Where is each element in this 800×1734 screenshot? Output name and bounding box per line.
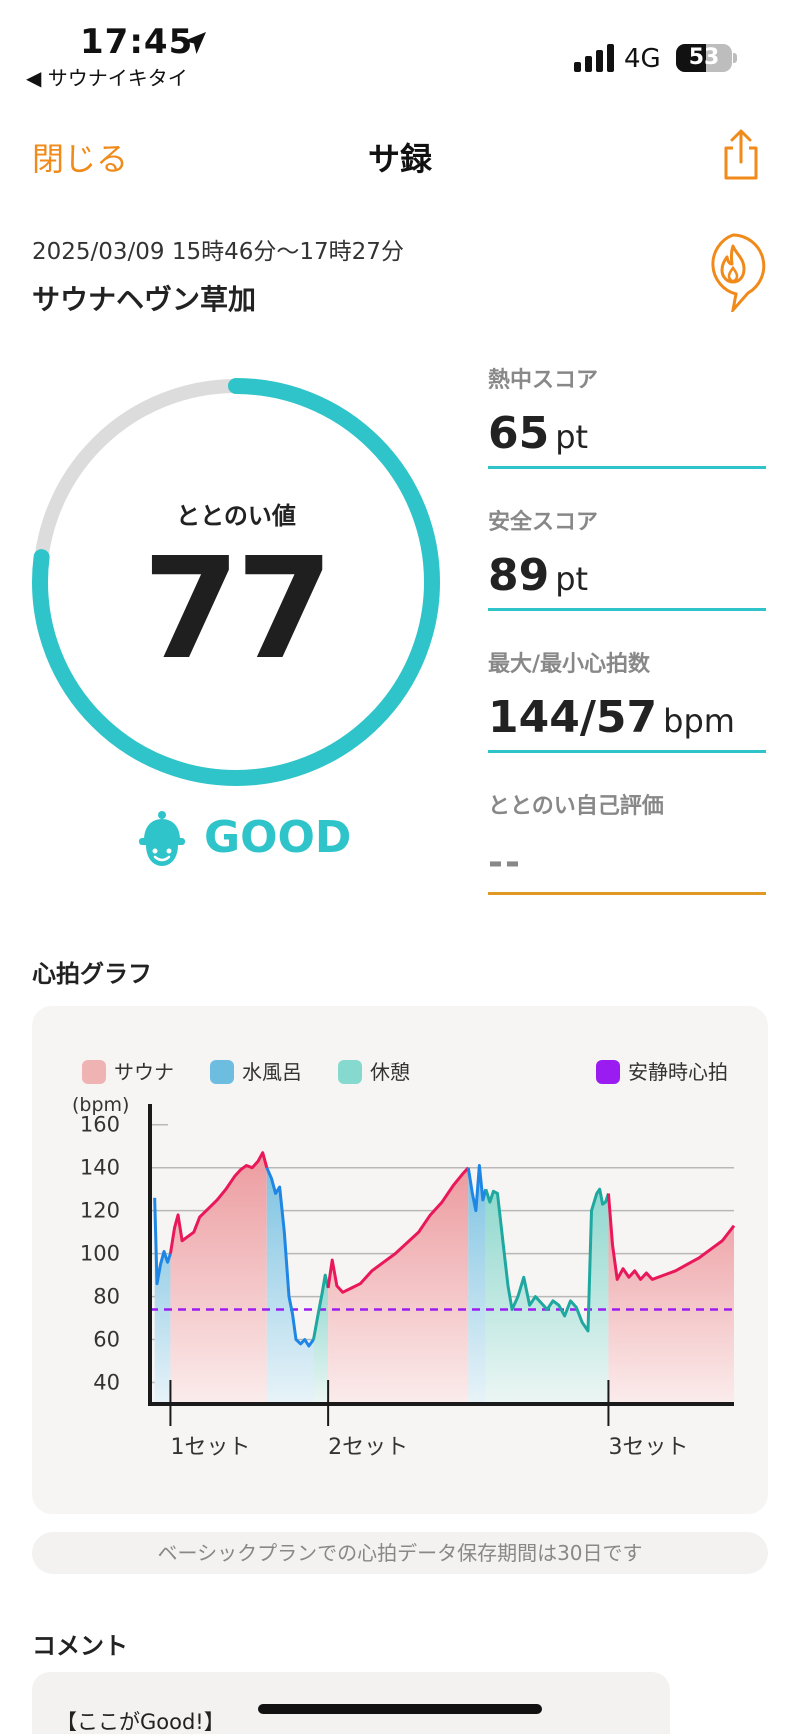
totonoi-progress-arc xyxy=(32,378,440,786)
totonoi-value: 77 xyxy=(142,528,334,691)
y-tick-label: 100 xyxy=(80,1242,120,1266)
y-tick-label: 140 xyxy=(80,1156,120,1180)
totonoi-ring xyxy=(32,378,440,786)
set-marker-label: 1セット xyxy=(170,1435,250,1460)
score-unit: pt xyxy=(555,418,589,456)
score-underline xyxy=(488,466,766,469)
battery-nub xyxy=(733,53,737,63)
comment-title: コメント xyxy=(32,1632,128,1660)
safety-score: 安全スコア 89 pt xyxy=(488,504,766,611)
legend-resting-hr: 安静時心拍 xyxy=(596,1056,728,1085)
score-unit: bpm xyxy=(663,702,735,740)
series-line-sauna xyxy=(326,1166,470,1294)
area-rest xyxy=(313,1275,329,1404)
status-time: 17:45 xyxy=(80,22,194,62)
area-cold xyxy=(154,1197,171,1404)
series-line-rest xyxy=(312,1273,330,1340)
score-unit: pt xyxy=(555,560,589,598)
y-tick-label: 160 xyxy=(80,1113,120,1137)
score-label: 熱中スコア xyxy=(488,368,599,393)
y-tick-label: 40 xyxy=(93,1371,120,1395)
location-arrow-icon xyxy=(184,32,206,54)
score-underline xyxy=(488,892,766,895)
battery-level: 53 xyxy=(688,45,720,70)
facility-name[interactable]: サウナヘヴン草加 xyxy=(32,283,257,316)
y-tick-label: 80 xyxy=(93,1285,120,1309)
score-value: 89 xyxy=(488,550,550,601)
series-line-cold xyxy=(466,1164,488,1213)
score-underline xyxy=(488,750,766,753)
y-tick-label: 60 xyxy=(93,1328,120,1352)
battery-icon: 53 xyxy=(676,44,732,72)
legend-rest: 休憩 xyxy=(338,1056,410,1085)
heart-rate-chart: (bpm) 40 60 80 100 120 140 160 1セット 2セット 3セット xyxy=(72,1094,736,1460)
comment-first-line: 【ここがGood!】 xyxy=(56,1710,225,1734)
score-value: 144/57 xyxy=(488,692,658,743)
series-line-rest xyxy=(484,1187,610,1333)
totonoi-label: ととのい値 xyxy=(176,502,296,530)
totonoi-rating: GOOD xyxy=(204,812,352,863)
score-underline xyxy=(488,608,766,611)
series-line-cold xyxy=(153,1197,172,1286)
session-datetime: 2025/03/09 15時46分〜17時27分 xyxy=(32,239,404,265)
share-button[interactable] xyxy=(718,128,764,182)
page-title: サ録 xyxy=(367,140,432,178)
y-axis-label: (bpm) xyxy=(72,1094,129,1116)
score-label: 最大/最小心拍数 xyxy=(488,652,651,677)
area-cold xyxy=(266,1167,314,1404)
set-marker-label: 3セット xyxy=(608,1435,688,1460)
fire-badge-icon[interactable] xyxy=(698,232,768,312)
signal-icon xyxy=(574,44,614,72)
score-label: ととのい自己評価 xyxy=(488,794,664,819)
network-type: 4G xyxy=(624,44,661,74)
comment-box xyxy=(32,1672,670,1734)
series-line-cold xyxy=(265,1167,315,1348)
close-button[interactable]: 閉じる xyxy=(32,134,128,180)
score-value: 65 xyxy=(488,408,550,459)
sauna-hat-face-icon xyxy=(139,811,185,866)
back-to-app-link[interactable]: ◀ サウナイキタイ xyxy=(26,66,188,90)
self-evaluation[interactable]: ととのい自己評価 -- xyxy=(488,788,766,895)
storage-note: ベーシックプランでの心拍データ保存期間は30日です xyxy=(32,1532,768,1574)
heart-graph-title: 心拍グラフ xyxy=(32,960,152,988)
score-label: 安全スコア xyxy=(488,510,599,535)
share-icon xyxy=(724,129,758,180)
set-marker-label: 2セット xyxy=(328,1435,408,1460)
area-sauna xyxy=(328,1167,469,1404)
legend-cold-bath: 水風呂 xyxy=(210,1056,302,1085)
area-sauna xyxy=(170,1152,267,1404)
y-tick-label: 120 xyxy=(80,1199,120,1223)
home-indicator[interactable] xyxy=(258,1704,542,1714)
area-rest xyxy=(485,1189,609,1404)
heart-rate-range: 最大/最小心拍数 144/57 bpm xyxy=(488,646,766,753)
self-evaluation-value: -- xyxy=(488,842,522,883)
series-line-sauna xyxy=(168,1151,269,1254)
legend-sauna: サウナ xyxy=(82,1056,174,1085)
heat-score: 熱中スコア 65 pt xyxy=(488,362,766,469)
series-line-sauna xyxy=(606,1193,736,1281)
area-cold xyxy=(468,1165,486,1404)
area-sauna xyxy=(608,1193,734,1404)
